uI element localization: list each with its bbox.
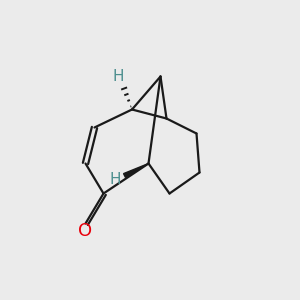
Text: H: H <box>110 172 121 188</box>
Text: H: H <box>113 69 124 84</box>
Polygon shape <box>124 164 148 177</box>
Text: O: O <box>78 222 93 240</box>
